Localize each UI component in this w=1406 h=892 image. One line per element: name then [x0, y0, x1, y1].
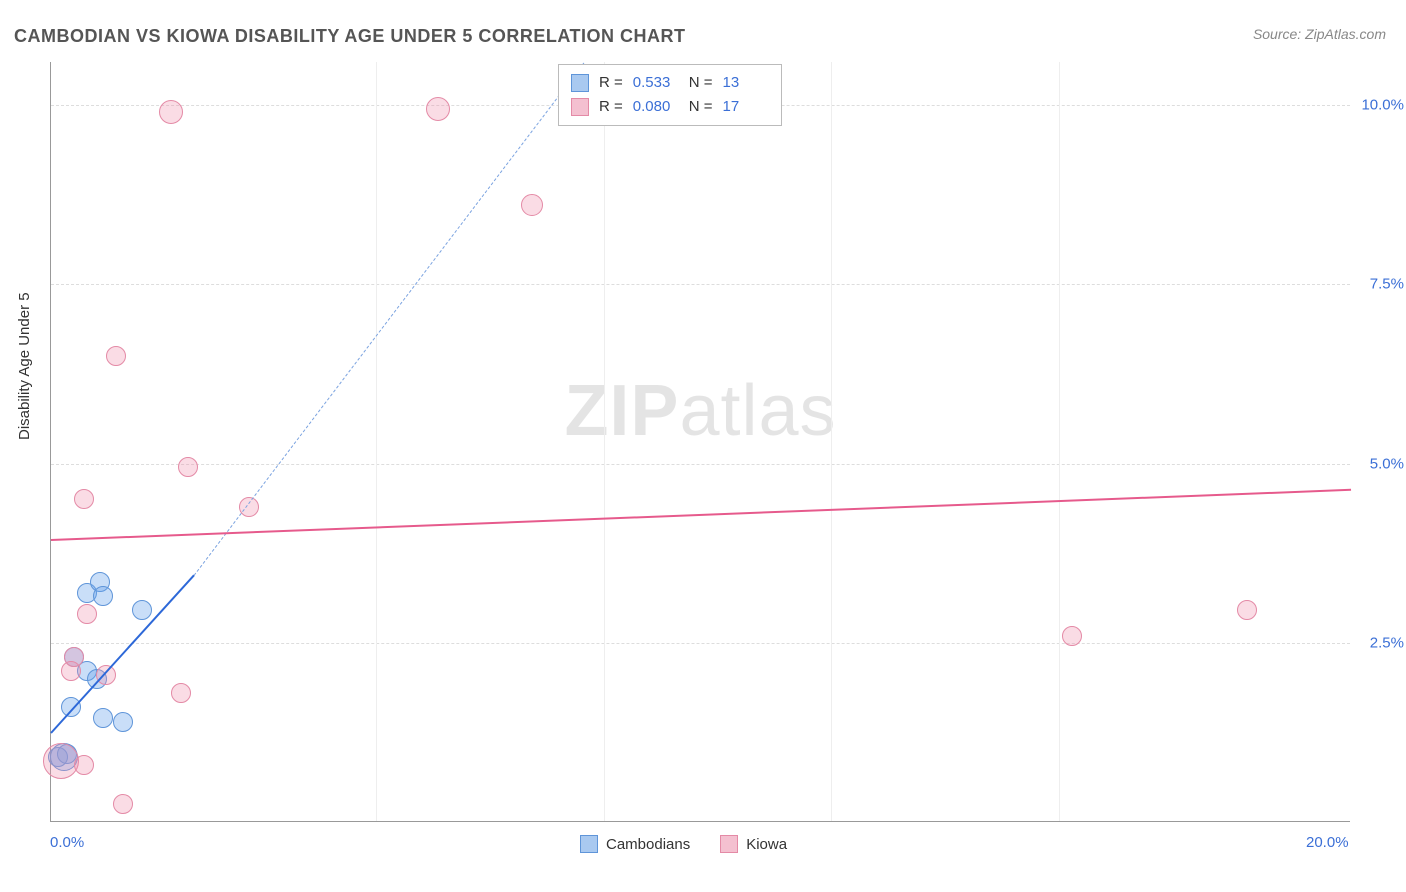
- stats-row: R = 0.533 N = 13: [571, 71, 769, 95]
- watermark-zip: ZIP: [564, 371, 679, 451]
- stat-label-n: N =: [689, 71, 713, 95]
- data-point: [426, 97, 450, 121]
- data-point: [171, 683, 191, 703]
- legend-item: Kiowa: [720, 835, 787, 853]
- stats-row: R = 0.080 N = 17: [571, 95, 769, 119]
- data-point: [93, 708, 113, 728]
- y-tick-label: 10.0%: [1361, 97, 1404, 114]
- data-point: [77, 604, 97, 624]
- data-point: [239, 497, 259, 517]
- data-point: [159, 100, 183, 124]
- gridline-v: [604, 62, 605, 821]
- stat-label-r: R =: [599, 71, 623, 95]
- y-tick-label: 5.0%: [1370, 455, 1404, 472]
- x-tick-label: 20.0%: [1306, 834, 1349, 851]
- legend-swatch: [580, 835, 598, 853]
- y-axis-title: Disability Age Under 5: [16, 292, 33, 440]
- chart-container: CAMBODIAN VS KIOWA DISABILITY AGE UNDER …: [0, 0, 1406, 892]
- y-tick-label: 7.5%: [1370, 276, 1404, 293]
- stat-value-r: 0.533: [633, 71, 679, 95]
- data-point: [96, 665, 116, 685]
- chart-title: CAMBODIAN VS KIOWA DISABILITY AGE UNDER …: [14, 26, 686, 47]
- gridline-v: [376, 62, 377, 821]
- legend-label: Kiowa: [746, 836, 787, 853]
- stat-label-n: N =: [689, 95, 713, 119]
- data-point: [178, 457, 198, 477]
- gridline-h: [51, 643, 1350, 644]
- watermark: ZIPatlas: [564, 370, 836, 452]
- gridline-h: [51, 464, 1350, 465]
- data-point: [106, 346, 126, 366]
- data-point: [132, 600, 152, 620]
- data-point: [113, 794, 133, 814]
- correlation-stats-box: R = 0.533 N = 13 R = 0.080 N = 17: [558, 64, 782, 126]
- legend-item: Cambodians: [580, 835, 690, 853]
- data-point: [74, 489, 94, 509]
- data-point: [1237, 600, 1257, 620]
- data-point: [64, 647, 84, 667]
- stat-label-r: R =: [599, 95, 623, 119]
- legend-label: Cambodians: [606, 836, 690, 853]
- stat-value-n: 17: [723, 95, 769, 119]
- plot-area: ZIPatlas 2.5%5.0%7.5%10.0%: [50, 62, 1350, 822]
- gridline-h: [51, 284, 1350, 285]
- legend-swatch: [720, 835, 738, 853]
- data-point: [1062, 626, 1082, 646]
- source-attribution: Source: ZipAtlas.com: [1253, 26, 1386, 42]
- watermark-atlas: atlas: [679, 371, 836, 451]
- y-tick-label: 2.5%: [1370, 634, 1404, 651]
- data-point: [74, 755, 94, 775]
- trend-line: [194, 62, 585, 575]
- legend-swatch: [571, 98, 589, 116]
- x-tick-label: 0.0%: [50, 834, 84, 851]
- data-point: [113, 712, 133, 732]
- gridline-v: [1059, 62, 1060, 821]
- stat-value-r: 0.080: [633, 95, 679, 119]
- stat-value-n: 13: [723, 71, 769, 95]
- series-legend: Cambodians Kiowa: [580, 835, 787, 853]
- gridline-v: [831, 62, 832, 821]
- data-point: [93, 586, 113, 606]
- data-point: [521, 194, 543, 216]
- legend-swatch: [571, 74, 589, 92]
